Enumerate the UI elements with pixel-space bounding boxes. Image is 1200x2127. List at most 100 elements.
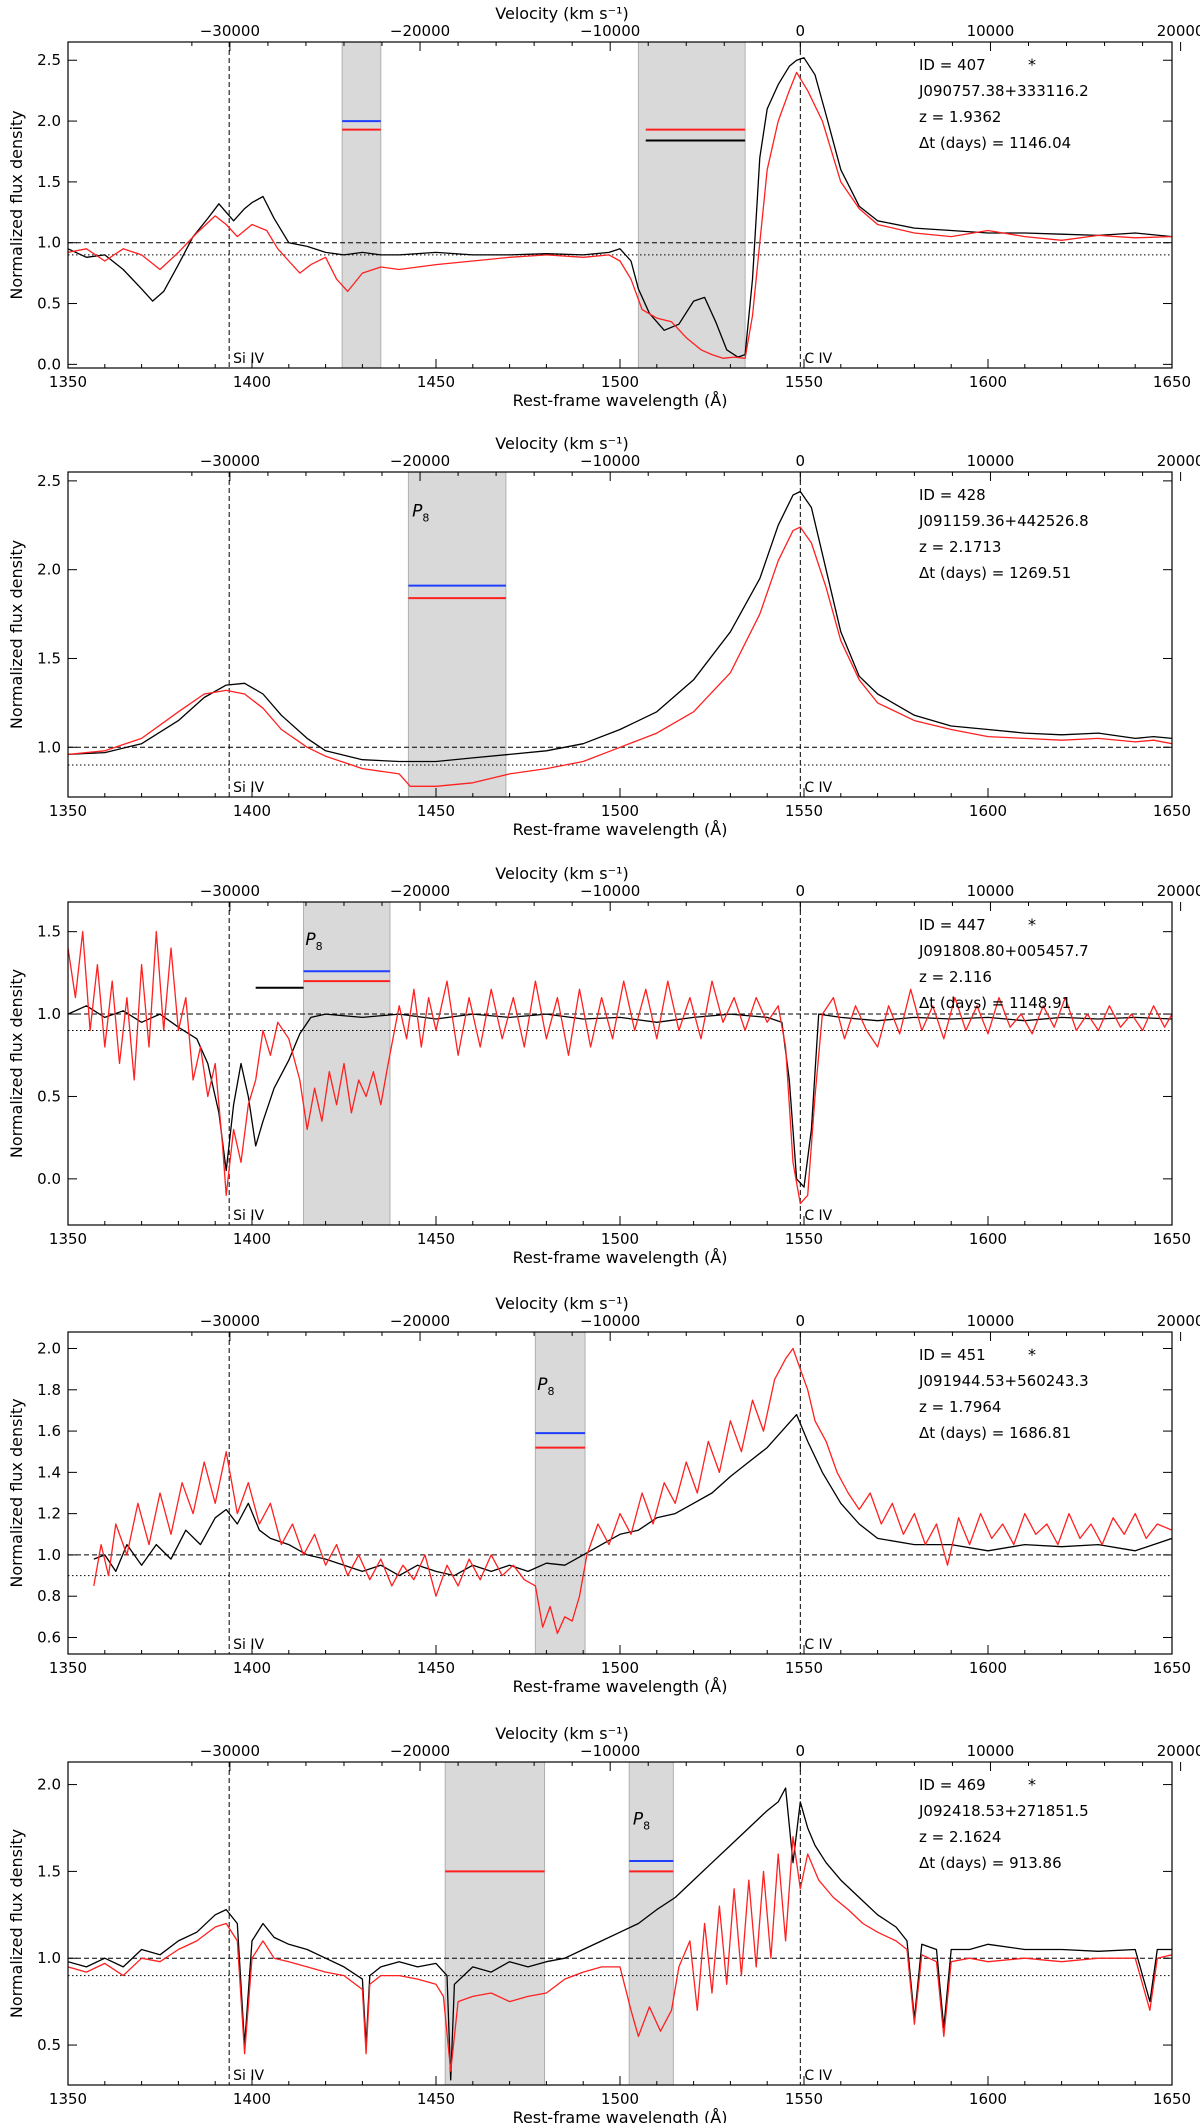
top-axis-label: Velocity (km s⁻¹) — [495, 1724, 628, 1743]
x-axis-label: Rest-frame wavelength (Å) — [513, 820, 728, 839]
info-id: ID = 447 — [919, 916, 986, 934]
x-tick-label: 1650 — [1153, 2090, 1191, 2108]
spectrum-red — [93, 1347, 1172, 1635]
line-marker-label: Si IV — [233, 2068, 264, 2084]
info-name: J091159.36+442526.8 — [918, 512, 1089, 530]
x-tick-label: 1650 — [1153, 1659, 1191, 1677]
x-tick-label: 1650 — [1153, 373, 1191, 391]
x-tick-label: 1350 — [49, 2090, 87, 2108]
top-axis-label: Velocity (km s⁻¹) — [495, 1294, 628, 1313]
y-tick-label: 1.0 — [37, 1949, 61, 1967]
x-tick-label: 1550 — [785, 1230, 823, 1248]
data-series-group — [68, 1787, 1172, 2081]
top-tick-label: 0 — [796, 1742, 806, 1760]
x-tick-label: 1350 — [49, 1659, 87, 1677]
top-tick-label: 20000 — [1157, 452, 1200, 470]
x-tick-label: 1500 — [601, 802, 639, 820]
region-label-sub: 8 — [547, 1385, 554, 1398]
top-tick-label: 20000 — [1157, 22, 1200, 40]
top-tick-label: −10000 — [580, 1312, 640, 1330]
x-tick-label: 1500 — [601, 1230, 639, 1248]
info-redshift: z = 2.1713 — [919, 538, 1001, 556]
top-tick-label: −10000 — [580, 882, 640, 900]
top-tick-label: −20000 — [390, 882, 450, 900]
top-tick-label: −30000 — [200, 882, 260, 900]
top-tick-label: 10000 — [967, 1312, 1015, 1330]
y-tick-label: 1.5 — [37, 649, 61, 667]
x-tick-label: 1400 — [233, 1659, 271, 1677]
line-marker-label: Si IV — [233, 1637, 264, 1653]
shaded-region — [407, 471, 507, 798]
y-tick-label: 2.5 — [37, 51, 61, 69]
y-axis-label: Normalized flux density — [7, 540, 26, 729]
line-marker-label: C IV — [804, 351, 832, 367]
x-axis-label: Rest-frame wavelength (Å) — [513, 391, 728, 410]
shaded-region — [341, 41, 382, 369]
top-axis-label: Velocity (km s⁻¹) — [495, 864, 628, 883]
x-axis-label: Rest-frame wavelength (Å) — [513, 1677, 728, 1696]
x-tick-label: 1450 — [417, 1659, 455, 1677]
y-tick-label: 1.4 — [37, 1463, 61, 1481]
x-axis-label: Rest-frame wavelength (Å) — [513, 1248, 728, 1267]
info-name: J090757.38+333116.2 — [918, 82, 1089, 100]
line-marker-label: C IV — [804, 1637, 832, 1653]
top-tick-label: −30000 — [200, 452, 260, 470]
y-tick-label: 1.8 — [37, 1381, 61, 1399]
region-label-sub: 8 — [422, 511, 429, 524]
info-redshift: z = 1.7964 — [919, 1398, 1001, 1416]
info-delta-t: Δt (days) = 1146.04 — [919, 134, 1071, 152]
line-marker-label: Si IV — [233, 1208, 264, 1224]
x-tick-label: 1400 — [233, 1230, 271, 1248]
x-tick-label: 1550 — [785, 802, 823, 820]
x-tick-label: 1550 — [785, 2090, 823, 2108]
y-tick-label: 0.5 — [37, 1087, 61, 1105]
info-star: * — [1028, 915, 1036, 934]
x-tick-label: 1550 — [785, 373, 823, 391]
spectrum-black — [68, 1005, 1172, 1188]
x-tick-label: 1650 — [1153, 802, 1191, 820]
y-tick-label: 1.6 — [37, 1422, 61, 1440]
top-tick-label: 20000 — [1157, 1742, 1200, 1760]
info-star: * — [1028, 1775, 1036, 1794]
info-delta-t: Δt (days) = 1686.81 — [919, 1424, 1071, 1442]
line-marker-label: Si IV — [233, 780, 264, 796]
x-tick-label: 1350 — [49, 802, 87, 820]
line-marker-label: Si IV — [233, 351, 264, 367]
x-tick-label: 1350 — [49, 373, 87, 391]
shaded-region — [637, 41, 746, 369]
y-tick-label: 2.0 — [37, 1776, 61, 1794]
info-name: J091808.80+005457.7 — [918, 942, 1089, 960]
spectrum-black — [68, 1787, 1172, 2081]
data-series-group — [68, 931, 1172, 1205]
x-tick-label: 1400 — [233, 373, 271, 391]
info-star: * — [1028, 55, 1036, 74]
line-marker-label: C IV — [804, 2068, 832, 2084]
y-tick-label: 1.5 — [37, 1862, 61, 1880]
y-tick-label: 1.0 — [37, 234, 61, 252]
y-tick-label: 2.0 — [37, 1340, 61, 1358]
x-tick-label: 1350 — [49, 1230, 87, 1248]
shaded-region — [303, 901, 391, 1226]
info-id: ID = 407 — [919, 56, 986, 74]
top-tick-label: 0 — [796, 1312, 806, 1330]
info-delta-t: Δt (days) = 1148.91 — [919, 994, 1071, 1012]
x-tick-label: 1450 — [417, 2090, 455, 2108]
x-tick-label: 1450 — [417, 1230, 455, 1248]
top-tick-label: −20000 — [390, 1742, 450, 1760]
top-tick-label: 0 — [796, 22, 806, 40]
y-axis-label: Normalized flux density — [7, 969, 26, 1158]
data-series-group — [93, 1347, 1172, 1635]
top-tick-label: −20000 — [390, 452, 450, 470]
top-tick-label: 0 — [796, 882, 806, 900]
y-axis-label: Normalized flux density — [7, 1829, 26, 2018]
y-tick-label: 0.5 — [37, 2036, 61, 2054]
x-tick-label: 1600 — [969, 2090, 1007, 2108]
x-tick-label: 1600 — [969, 1659, 1007, 1677]
spectrum-black — [68, 490, 1172, 763]
top-tick-label: −30000 — [200, 1742, 260, 1760]
info-redshift: z = 1.9362 — [919, 108, 1001, 126]
